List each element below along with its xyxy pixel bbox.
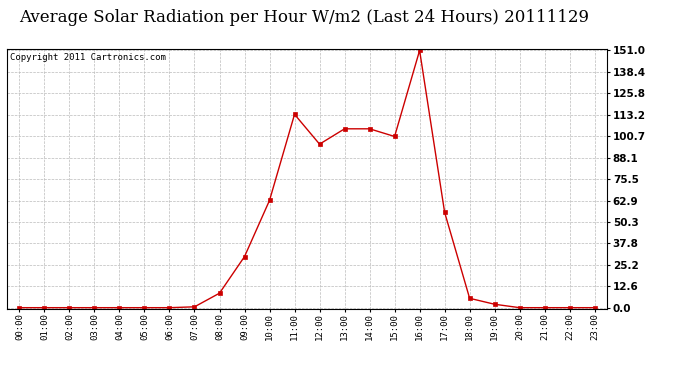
Text: Average Solar Radiation per Hour W/m2 (Last 24 Hours) 20111129: Average Solar Radiation per Hour W/m2 (L… [19, 9, 589, 26]
Text: Copyright 2011 Cartronics.com: Copyright 2011 Cartronics.com [10, 53, 166, 62]
